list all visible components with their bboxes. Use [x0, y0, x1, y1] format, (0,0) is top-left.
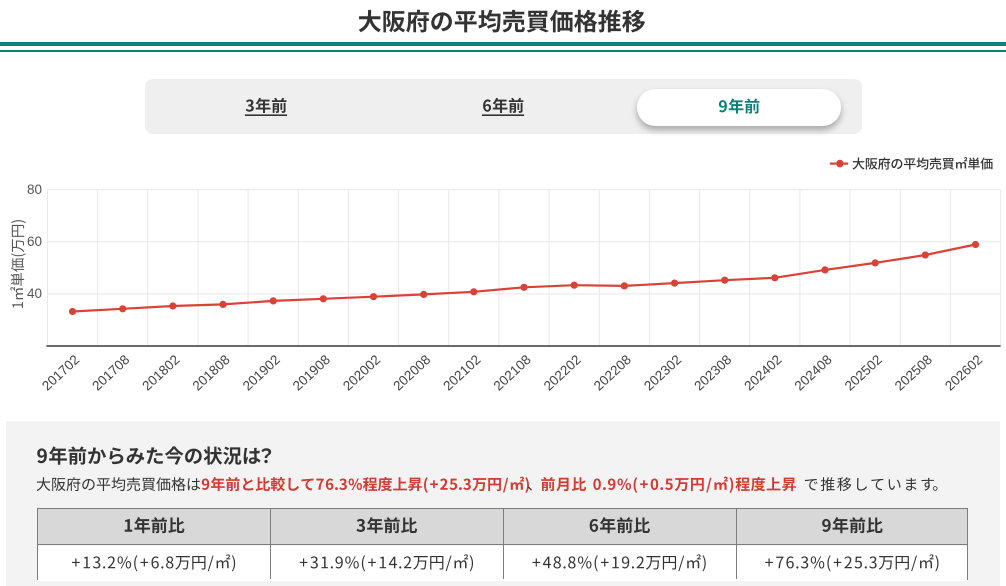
svg-text:202102: 202102 — [440, 352, 483, 394]
svg-text:202302: 202302 — [641, 352, 684, 394]
svg-text:40: 40 — [27, 286, 42, 301]
svg-text:202202: 202202 — [541, 352, 584, 394]
svg-text:202208: 202208 — [591, 352, 634, 394]
svg-text:202308: 202308 — [691, 352, 734, 394]
svg-text:202002: 202002 — [340, 352, 383, 394]
svg-text:202508: 202508 — [892, 352, 935, 394]
svg-text:202008: 202008 — [390, 352, 433, 394]
svg-text:201802: 201802 — [139, 352, 182, 394]
svg-text:202408: 202408 — [792, 352, 835, 394]
svg-text:202502: 202502 — [842, 352, 885, 394]
svg-text:60: 60 — [27, 234, 42, 249]
svg-text:202108: 202108 — [491, 352, 534, 394]
svg-text:202602: 202602 — [942, 352, 985, 394]
svg-text:201902: 201902 — [240, 352, 283, 394]
svg-text:201702: 201702 — [39, 352, 82, 394]
svg-text:201708: 201708 — [89, 352, 132, 394]
svg-text:201908: 201908 — [290, 352, 333, 394]
svg-text:201808: 201808 — [190, 352, 233, 394]
svg-text:80: 80 — [27, 182, 42, 197]
svg-text:202402: 202402 — [741, 352, 784, 394]
